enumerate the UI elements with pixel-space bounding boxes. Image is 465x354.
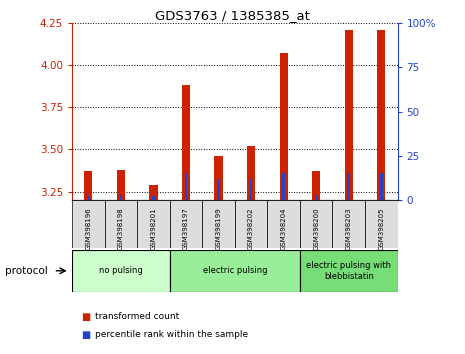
Bar — [149, 185, 158, 200]
Bar — [152, 196, 155, 200]
Bar — [117, 170, 125, 200]
Bar — [87, 196, 90, 200]
Bar — [182, 85, 190, 200]
Bar — [72, 200, 105, 248]
Text: GDS3763 / 1385385_at: GDS3763 / 1385385_at — [155, 9, 310, 22]
Text: electric pulsing with
blebbistatin: electric pulsing with blebbistatin — [306, 261, 391, 280]
Bar — [170, 200, 202, 248]
Text: ■: ■ — [81, 330, 91, 339]
Text: GSM398201: GSM398201 — [151, 207, 156, 250]
Bar — [202, 200, 235, 248]
Text: protocol: protocol — [5, 266, 47, 276]
Bar — [377, 30, 385, 200]
Text: electric pulsing: electric pulsing — [203, 266, 267, 275]
Bar — [380, 173, 383, 200]
Bar — [247, 146, 255, 200]
Text: GSM398197: GSM398197 — [183, 207, 189, 250]
Bar — [300, 200, 332, 248]
Text: GSM398198: GSM398198 — [118, 207, 124, 250]
Text: transformed count: transformed count — [95, 312, 179, 321]
Bar — [214, 156, 223, 200]
Bar — [84, 171, 93, 200]
Bar — [250, 179, 252, 200]
Bar — [185, 173, 187, 200]
Text: ■: ■ — [81, 312, 91, 322]
Text: GSM398204: GSM398204 — [281, 207, 286, 250]
Bar — [300, 250, 398, 292]
Bar — [347, 173, 350, 200]
Bar — [72, 250, 170, 292]
Bar — [279, 53, 288, 200]
Bar — [345, 30, 353, 200]
Bar — [235, 200, 267, 248]
Text: GSM398203: GSM398203 — [346, 207, 352, 250]
Bar — [170, 250, 300, 292]
Bar — [137, 200, 170, 248]
Text: GSM398199: GSM398199 — [216, 207, 221, 250]
Bar — [105, 200, 137, 248]
Text: GSM398202: GSM398202 — [248, 207, 254, 250]
Text: no pulsing: no pulsing — [99, 266, 143, 275]
Bar — [217, 179, 220, 200]
Bar — [120, 195, 122, 200]
Bar — [267, 200, 300, 248]
Bar — [282, 173, 285, 200]
Text: percentile rank within the sample: percentile rank within the sample — [95, 330, 248, 339]
Bar — [315, 195, 318, 200]
Bar — [365, 200, 398, 248]
Bar — [332, 200, 365, 248]
Text: GSM398196: GSM398196 — [86, 207, 91, 250]
Text: GSM398205: GSM398205 — [379, 207, 384, 250]
Text: GSM398200: GSM398200 — [313, 207, 319, 250]
Bar — [312, 171, 320, 200]
